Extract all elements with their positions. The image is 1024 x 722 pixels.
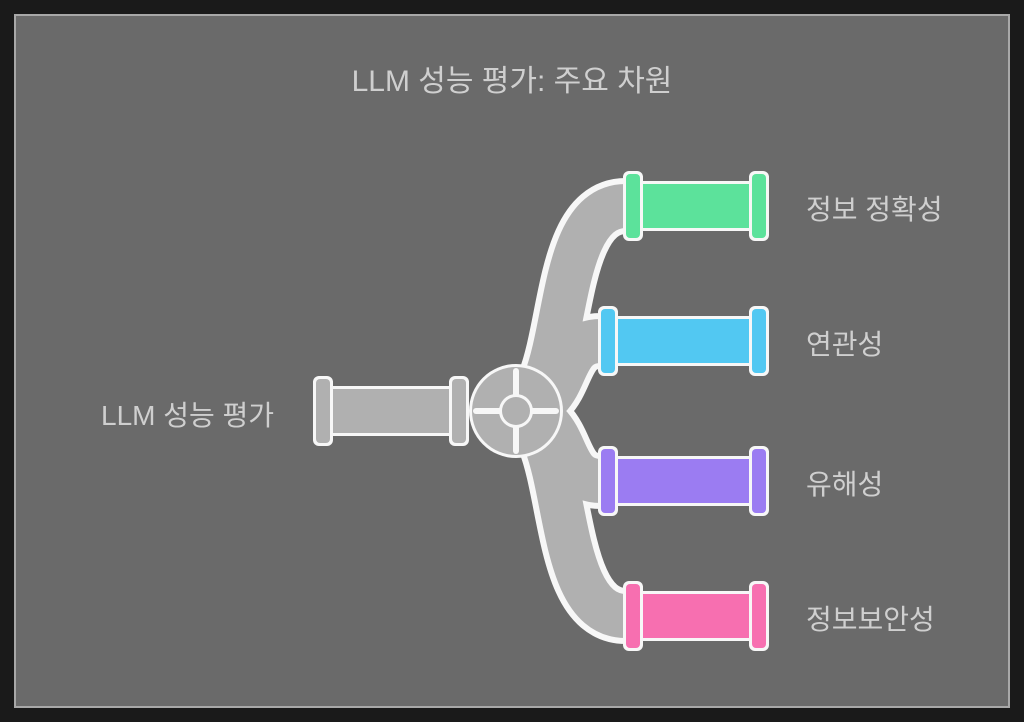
branch-label-0: 정보 정확성 bbox=[806, 188, 943, 228]
branch-pipe-0 bbox=[623, 171, 769, 241]
branch-label-1: 연관성 bbox=[806, 323, 883, 363]
branch-pipe-3 bbox=[623, 581, 769, 651]
branch-label-2: 유해성 bbox=[806, 463, 883, 503]
diagram-frame: LLM 성능 평가: 주요 차원 LLM 성능 평가 정보 정확성연관성유해성정… bbox=[14, 14, 1010, 708]
branch-pipe-1 bbox=[598, 306, 769, 376]
hub-valve bbox=[469, 364, 563, 458]
branch-label-3: 정보보안성 bbox=[806, 598, 935, 638]
source-pipe bbox=[313, 376, 469, 446]
branch-pipe-2 bbox=[598, 446, 769, 516]
